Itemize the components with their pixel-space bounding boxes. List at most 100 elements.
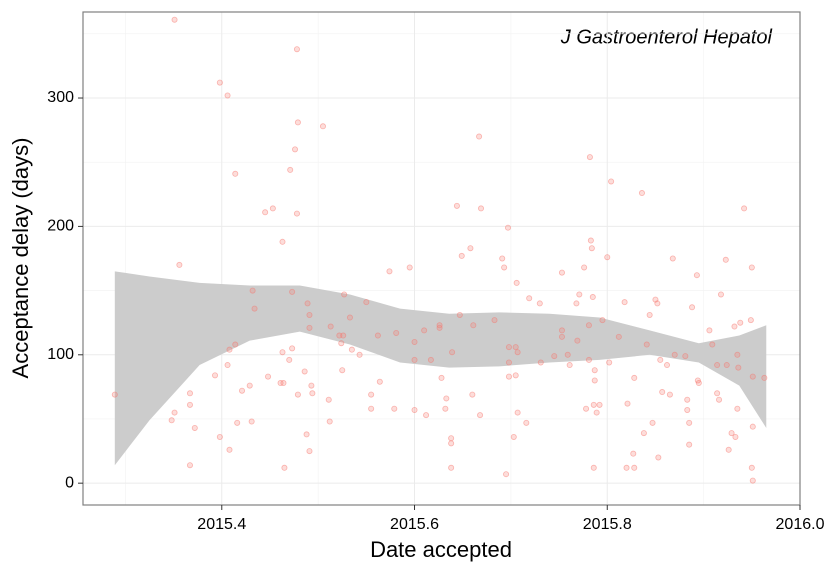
panel-border	[82, 11, 801, 506]
point	[631, 464, 638, 471]
point	[436, 322, 443, 329]
point	[510, 433, 517, 440]
point	[308, 382, 315, 389]
x-tick-label: 2015.6	[390, 516, 439, 533]
point	[732, 433, 739, 440]
point	[212, 372, 219, 379]
point	[706, 327, 713, 334]
point	[171, 409, 178, 416]
point	[717, 291, 724, 298]
point	[171, 16, 178, 23]
point	[671, 351, 678, 358]
point	[646, 311, 653, 318]
point	[588, 245, 595, 252]
point	[566, 362, 573, 369]
point	[624, 400, 631, 407]
point	[684, 406, 691, 413]
point	[458, 252, 465, 259]
point	[348, 346, 355, 353]
y-tick-label: 200	[47, 218, 74, 235]
point	[293, 46, 300, 53]
point	[599, 317, 606, 324]
point	[356, 351, 363, 358]
point	[737, 319, 744, 326]
point	[747, 317, 754, 324]
point	[749, 373, 756, 380]
point	[251, 305, 258, 312]
point	[723, 362, 730, 369]
point	[761, 374, 768, 381]
point	[501, 264, 508, 271]
point	[536, 300, 543, 307]
point	[186, 390, 193, 397]
point	[686, 419, 693, 426]
point	[749, 477, 756, 484]
point	[306, 311, 313, 318]
point	[304, 300, 311, 307]
y-tick-label: 100	[47, 346, 74, 363]
point	[640, 430, 647, 437]
point	[216, 79, 223, 86]
point	[478, 205, 485, 212]
point	[232, 170, 239, 177]
point	[655, 454, 662, 461]
point	[443, 395, 450, 402]
point	[309, 390, 316, 397]
point	[346, 314, 353, 321]
point	[186, 401, 193, 408]
point	[606, 359, 613, 366]
point	[226, 446, 233, 453]
point	[537, 359, 544, 366]
point	[469, 391, 476, 398]
point	[168, 417, 175, 424]
point	[734, 405, 741, 412]
point	[286, 356, 293, 363]
point	[654, 300, 661, 307]
point	[287, 166, 294, 173]
point	[585, 322, 592, 329]
point	[176, 261, 183, 268]
point	[608, 178, 615, 185]
point	[111, 391, 118, 398]
point	[294, 119, 301, 126]
point	[731, 323, 738, 330]
point	[338, 340, 345, 347]
point	[280, 380, 287, 387]
point	[411, 406, 418, 413]
point	[303, 431, 310, 438]
point	[643, 341, 650, 348]
point	[470, 322, 477, 329]
point	[512, 372, 519, 379]
point	[505, 359, 512, 366]
point	[505, 373, 512, 380]
point	[191, 424, 198, 431]
point	[585, 356, 592, 363]
point	[226, 346, 233, 353]
point	[576, 291, 583, 298]
point	[421, 327, 428, 334]
point	[239, 387, 246, 394]
y-axis-label: Acceptance delay (days)	[8, 138, 33, 379]
point	[368, 391, 375, 398]
point	[689, 304, 696, 311]
point	[340, 332, 347, 339]
y-tick-label: 300	[47, 89, 74, 106]
point	[659, 389, 666, 396]
point	[735, 364, 742, 371]
point	[279, 349, 286, 356]
point	[684, 396, 691, 403]
point	[573, 300, 580, 307]
point	[596, 401, 603, 408]
point	[289, 288, 296, 295]
point	[423, 412, 430, 419]
point	[734, 351, 741, 358]
point	[664, 362, 671, 369]
point	[551, 353, 558, 360]
point	[714, 362, 721, 369]
point	[649, 419, 656, 426]
point	[589, 294, 596, 301]
point	[581, 264, 588, 271]
x-axis-label: Date accepted	[370, 537, 512, 562]
x-tick-label: 2016.0	[776, 516, 825, 533]
point	[281, 464, 288, 471]
